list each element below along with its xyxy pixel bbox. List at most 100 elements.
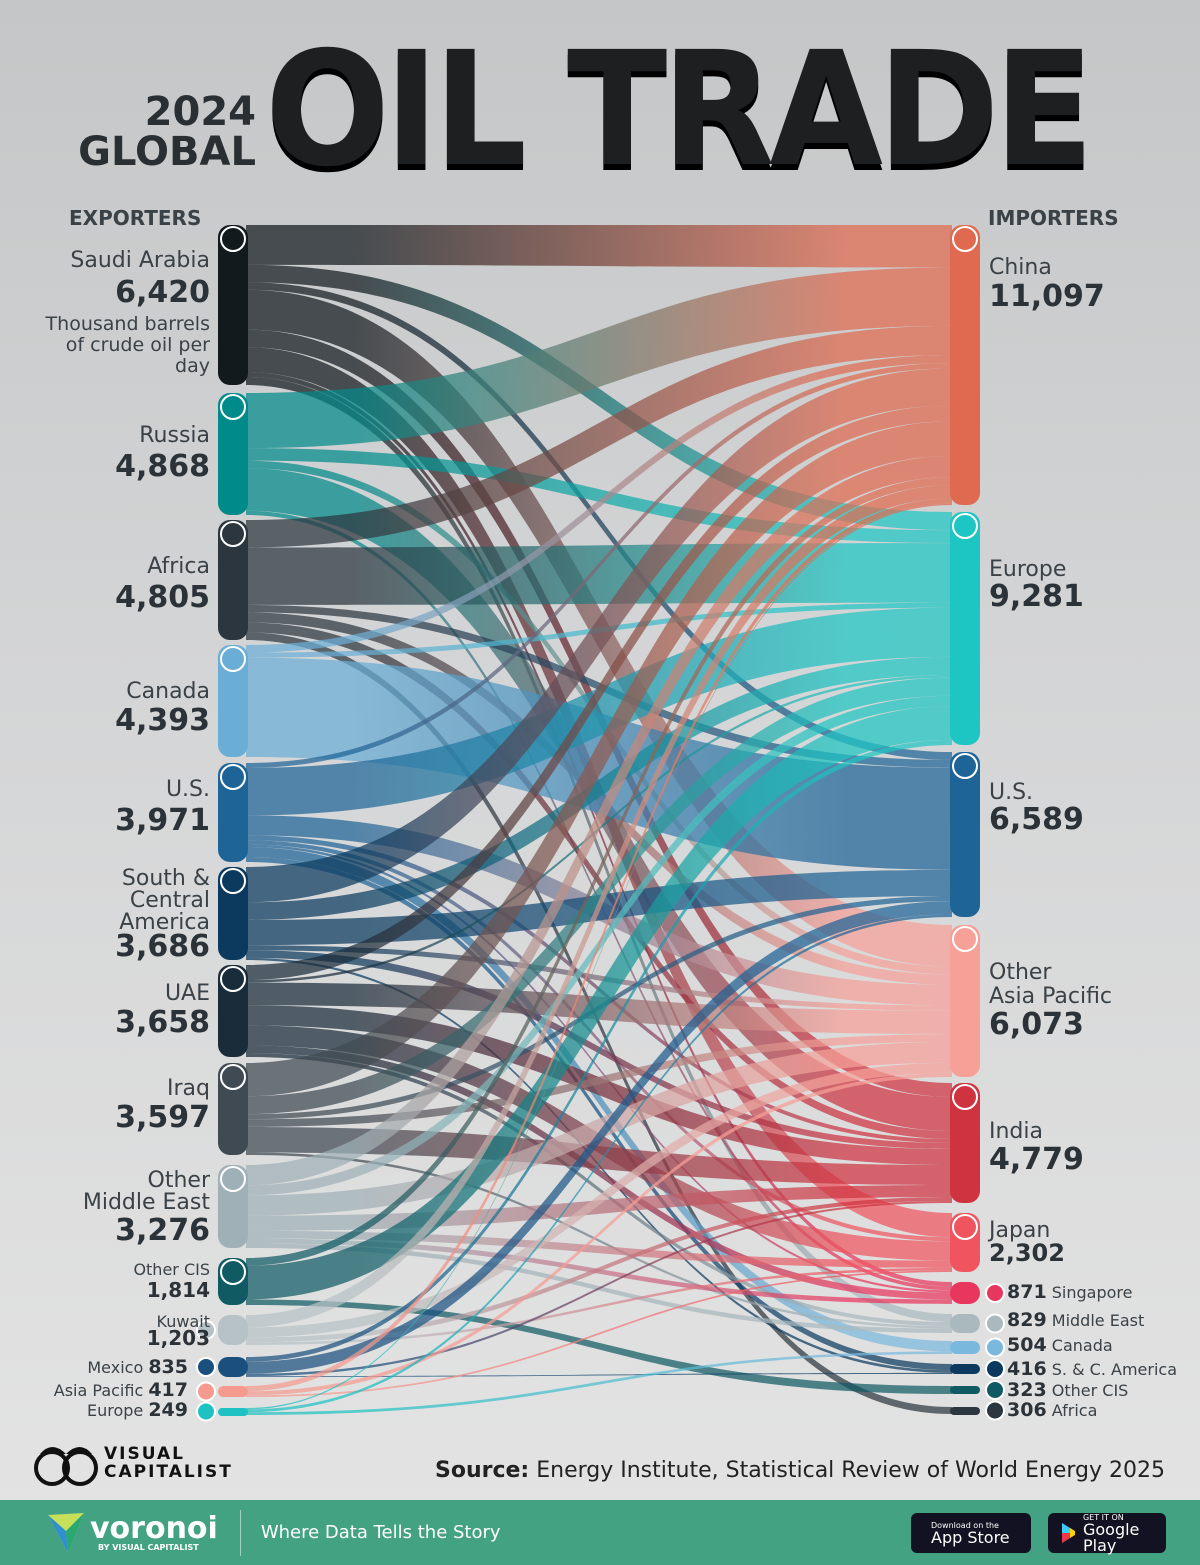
- node-importer-11: [950, 1407, 980, 1415]
- node-importer-0: [950, 225, 980, 505]
- importer-value: 323: [1007, 1379, 1047, 1401]
- node-importer-7: [950, 1314, 980, 1333]
- exporter-value-0: 6,420: [115, 278, 210, 308]
- node-exporter-10: [218, 1315, 248, 1345]
- flow-u-s--to-china: [246, 363, 952, 768]
- flow-iraq-to-other-asia-pacific: [246, 1034, 952, 1127]
- app-store-button[interactable]: Download on the App Store: [911, 1513, 1031, 1553]
- importer-name: Other CIS: [1051, 1381, 1129, 1400]
- exporter-name: Africa: [147, 554, 210, 579]
- exporter-label-9: Other CIS: [133, 1262, 210, 1278]
- exporter-value: 417: [148, 1379, 188, 1401]
- exporter-name: Other CIS: [133, 1260, 210, 1279]
- exporter-value-3: 4,393: [115, 706, 210, 736]
- flow-africa-to-africa: [246, 632, 952, 1414]
- importer-value: 871: [1007, 1281, 1047, 1303]
- importer-value: 306: [1007, 1399, 1047, 1421]
- flow-other-cis-to-china: [246, 477, 952, 1266]
- importer-name: Europe: [989, 557, 1067, 582]
- flow-mexico-to-u-s-: [246, 901, 952, 1374]
- node-exporter-4: [218, 763, 248, 862]
- china-flag-icon: [952, 226, 978, 252]
- flow-south-central-america-to-china: [246, 368, 952, 903]
- node-importer-1: [950, 512, 980, 745]
- node-importer-3: [950, 925, 980, 1077]
- asia-pacific-globe-icon: [952, 926, 978, 952]
- exporter-value: 3,276: [115, 1213, 210, 1248]
- importer-label-10: 323 Other CIS: [1007, 1381, 1128, 1400]
- exporter-label-2: Africa: [147, 556, 210, 578]
- google-play-button[interactable]: GET IT ON Google Play: [1048, 1513, 1166, 1553]
- importer-name: U.S.: [989, 780, 1034, 805]
- exporter-label-8: Other Middle EastOtherMiddle East: [83, 1170, 210, 1214]
- vc-line2: CAPITALIST: [104, 1462, 233, 1482]
- importer-name: China: [989, 255, 1052, 280]
- flow-russia-to-china: [246, 267, 952, 449]
- flow-uae-to-middle-east: [246, 1053, 952, 1327]
- flow-asia-pacific-to-japan: [246, 1270, 952, 1397]
- flow-u-s--to-singapore: [246, 844, 952, 1293]
- exporter-name: Iraq: [167, 1076, 210, 1101]
- exporter-name: Europe: [86, 1401, 144, 1420]
- importer-value: 6,073: [989, 1007, 1084, 1042]
- exporter-value: 4,805: [115, 580, 210, 615]
- exporter-value: 3,686: [115, 929, 210, 964]
- exporter-value: 4,868: [115, 449, 210, 484]
- exporter-value-5: 3,686: [115, 932, 210, 962]
- exporter-value: 835: [148, 1356, 188, 1378]
- exporter-value: 6,420: [115, 275, 210, 310]
- exporter-name: U.S.: [165, 777, 210, 802]
- flow-iraq-to-china: [246, 421, 952, 1097]
- app-store-label: App Store: [931, 1527, 1010, 1547]
- cis-emblem-icon: [220, 1259, 246, 1285]
- importer-name: Singapore: [1051, 1283, 1133, 1302]
- importer-name: Other Asia PacificOtherAsia Pacific: [989, 960, 1113, 1009]
- exporter-name: Asia Pacific: [53, 1381, 144, 1400]
- voronoi-logo-icon: [48, 1512, 84, 1553]
- importer-name: India: [989, 1119, 1043, 1144]
- source-label: Source:: [435, 1458, 530, 1483]
- flow-africa-to-europe: [246, 543, 952, 605]
- flow-saudi-arabia-to-china: [246, 225, 952, 268]
- importer-label-7: 829 Middle East: [1007, 1311, 1144, 1330]
- exporter-label-1: Russia: [139, 425, 210, 447]
- node-exporter-2: [218, 520, 248, 640]
- flow-africa-to-china: [246, 325, 952, 548]
- exporter-value: 1,203: [146, 1326, 210, 1350]
- japan-flag-icon: [952, 1214, 978, 1240]
- sankey-chart: [196, 225, 1005, 1422]
- importer-value-2: 6,589: [989, 805, 1084, 835]
- flow-u-s--to-s-c-america: [246, 857, 952, 1371]
- exporter-value-10: 1,203: [147, 1328, 210, 1348]
- node-exporter-12: [218, 1386, 248, 1397]
- importer-label-0: China: [989, 256, 1052, 280]
- exporter-label-7: Iraq: [167, 1078, 210, 1100]
- flow-iraq-to-europe: [246, 677, 952, 1115]
- exporter-name: Mexico: [87, 1358, 144, 1377]
- importer-label-11: 306 Africa: [1007, 1401, 1097, 1420]
- flow-mexico-to-europe: [246, 739, 952, 1362]
- flow-kuwait-to-india: [246, 1197, 952, 1343]
- us-flag-icon: [952, 753, 978, 779]
- importer-value: 9,281: [989, 579, 1084, 614]
- importer-value: 416: [1007, 1358, 1047, 1380]
- footer-bar: voronoi BY VISUAL CAPITALIST Where Data T…: [0, 1500, 1200, 1565]
- node-exporter-11: [218, 1357, 248, 1377]
- binoculars-icon: [34, 1447, 98, 1486]
- exporter-label-13: Europe 249: [87, 1401, 188, 1420]
- vc-line1: VISUAL: [104, 1444, 185, 1464]
- south-america-globe-icon: [220, 868, 246, 894]
- south-america-globe-icon: [985, 1359, 1005, 1379]
- node-importer-10: [950, 1386, 980, 1394]
- exporter-name: UAE: [164, 981, 210, 1006]
- node-importer-9: [950, 1364, 980, 1374]
- middle-east-globe-icon: [985, 1313, 1005, 1334]
- flow-kuwait-to-other-asia-pacific: [246, 1062, 952, 1338]
- flow-other-cis-to-other-cis: [246, 1299, 952, 1394]
- asia-pacific-globe-icon: [196, 1381, 216, 1402]
- canada-flag-icon: [220, 646, 246, 672]
- node-importer-8: [950, 1341, 980, 1354]
- flow-canada-to-china: [246, 355, 952, 653]
- app-store-small: Download on the: [931, 1520, 999, 1530]
- russia-flag-icon: [220, 394, 246, 420]
